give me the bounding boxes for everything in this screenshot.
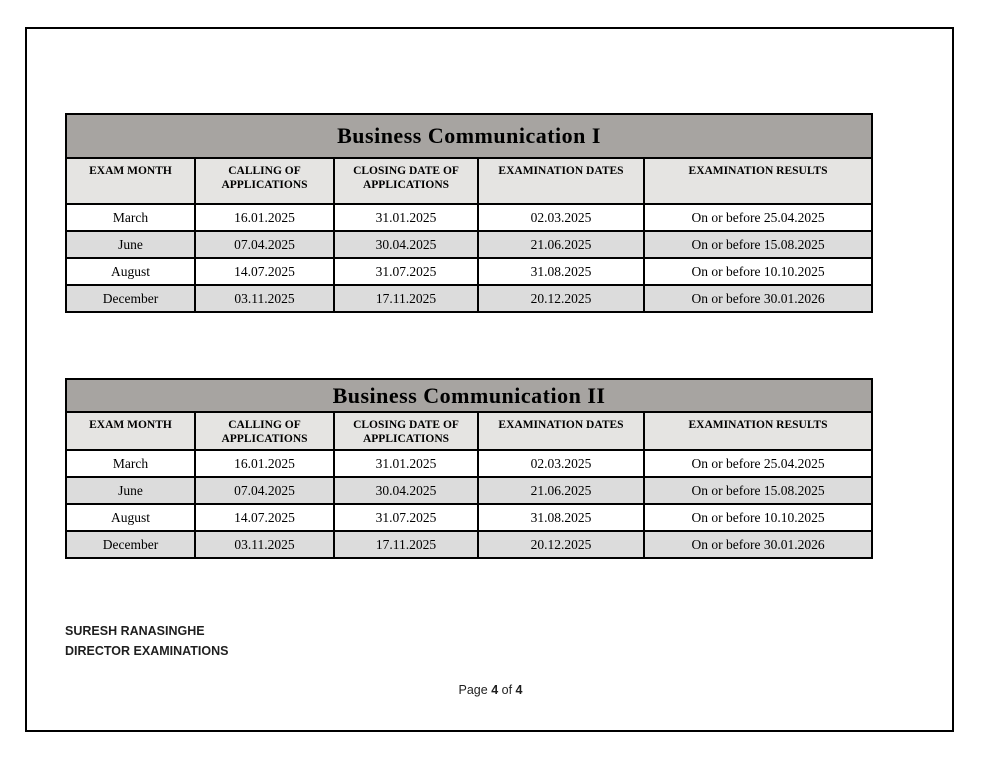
table-title-row: Business Communication I xyxy=(64,113,874,159)
cell-exam-date: 21.06.2025 xyxy=(477,230,645,259)
table-row: December 03.11.2025 17.11.2025 20.12.202… xyxy=(65,284,874,313)
signatory-name: SURESH RANASINGHE xyxy=(65,624,205,638)
column-header-examination-dates: EXAMINATION DATES xyxy=(477,157,645,205)
cell-closing-date: 31.07.2025 xyxy=(333,503,479,532)
table-row: March 16.01.2025 31.01.2025 02.03.2025 O… xyxy=(65,449,874,478)
cell-exam-month: December xyxy=(65,284,196,313)
cell-results-date: On or before 15.08.2025 xyxy=(642,476,874,505)
cell-calling-date: 03.11.2025 xyxy=(194,530,335,559)
cell-exam-date: 21.06.2025 xyxy=(477,476,645,505)
cell-calling-date: 07.04.2025 xyxy=(194,230,335,259)
cell-calling-date: 14.07.2025 xyxy=(194,503,335,532)
cell-exam-date: 02.03.2025 xyxy=(477,203,645,232)
cell-exam-month: December xyxy=(65,530,196,559)
column-header-closing-date-of-applications: CLOSING DATE OF APPLICATIONS xyxy=(333,411,479,451)
cell-results-date: On or before 30.01.2026 xyxy=(642,530,874,559)
column-header-examination-results: EXAMINATION RESULTS xyxy=(642,157,874,205)
cell-exam-month: August xyxy=(65,257,196,286)
cell-closing-date: 31.01.2025 xyxy=(333,203,479,232)
cell-exam-month: March xyxy=(65,203,196,232)
table-title-row: Business Communication II xyxy=(64,378,874,413)
cell-calling-date: 07.04.2025 xyxy=(194,476,335,505)
cell-calling-date: 16.01.2025 xyxy=(194,203,335,232)
cell-calling-date: 14.07.2025 xyxy=(194,257,335,286)
page-number-footer: Page 4 of 4 xyxy=(0,683,981,697)
cell-results-date: On or before 25.04.2025 xyxy=(642,203,874,232)
column-header-calling-of-applications: CALLING OF APPLICATIONS xyxy=(194,157,335,205)
cell-closing-date: 30.04.2025 xyxy=(333,476,479,505)
table-title: Business Communication I xyxy=(64,113,874,159)
cell-closing-date: 31.07.2025 xyxy=(333,257,479,286)
table-header-row: EXAM MONTH CALLING OF APPLICATIONS CLOSI… xyxy=(65,411,874,451)
column-header-examination-dates: EXAMINATION DATES xyxy=(477,411,645,451)
signature-block: SURESH RANASINGHE DIRECTOR EXAMINATIONS xyxy=(65,621,228,661)
cell-results-date: On or before 25.04.2025 xyxy=(642,449,874,478)
table-row: August 14.07.2025 31.07.2025 31.08.2025 … xyxy=(65,503,874,532)
table-row: June 07.04.2025 30.04.2025 21.06.2025 On… xyxy=(65,476,874,505)
cell-closing-date: 30.04.2025 xyxy=(333,230,479,259)
column-header-examination-results: EXAMINATION RESULTS xyxy=(642,411,874,451)
exam-schedule-table-business-communication-1: Business Communication I EXAM MONTH CALL… xyxy=(64,113,874,313)
cell-closing-date: 17.11.2025 xyxy=(333,284,479,313)
cell-exam-date: 20.12.2025 xyxy=(477,284,645,313)
column-header-exam-month: EXAM MONTH xyxy=(65,411,196,451)
table-row: March 16.01.2025 31.01.2025 02.03.2025 O… xyxy=(65,203,874,232)
signatory-title: DIRECTOR EXAMINATIONS xyxy=(65,644,229,658)
cell-closing-date: 17.11.2025 xyxy=(333,530,479,559)
cell-exam-month: March xyxy=(65,449,196,478)
column-header-calling-of-applications: CALLING OF APPLICATIONS xyxy=(194,411,335,451)
cell-exam-date: 20.12.2025 xyxy=(477,530,645,559)
column-header-exam-month: EXAM MONTH xyxy=(65,157,196,205)
cell-results-date: On or before 30.01.2026 xyxy=(642,284,874,313)
cell-exam-date: 31.08.2025 xyxy=(477,257,645,286)
cell-results-date: On or before 15.08.2025 xyxy=(642,230,874,259)
total-page-number: 4 xyxy=(515,683,523,697)
cell-exam-month: June xyxy=(65,476,196,505)
cell-exam-date: 31.08.2025 xyxy=(477,503,645,532)
table-row: August 14.07.2025 31.07.2025 31.08.2025 … xyxy=(65,257,874,286)
column-header-closing-date-of-applications: CLOSING DATE OF APPLICATIONS xyxy=(333,157,479,205)
cell-exam-date: 02.03.2025 xyxy=(477,449,645,478)
of-word: of xyxy=(501,683,513,697)
current-page-number: 4 xyxy=(491,683,499,697)
cell-calling-date: 16.01.2025 xyxy=(194,449,335,478)
cell-exam-month: August xyxy=(65,503,196,532)
table-row: June 07.04.2025 30.04.2025 21.06.2025 On… xyxy=(65,230,874,259)
table-header-row: EXAM MONTH CALLING OF APPLICATIONS CLOSI… xyxy=(65,157,874,205)
cell-results-date: On or before 10.10.2025 xyxy=(642,503,874,532)
table-title: Business Communication II xyxy=(64,378,874,413)
cell-closing-date: 31.01.2025 xyxy=(333,449,479,478)
cell-results-date: On or before 10.10.2025 xyxy=(642,257,874,286)
cell-calling-date: 03.11.2025 xyxy=(194,284,335,313)
cell-exam-month: June xyxy=(65,230,196,259)
exam-schedule-table-business-communication-2: Business Communication II EXAM MONTH CAL… xyxy=(64,378,874,559)
page-word: Page xyxy=(458,683,488,697)
table-row: December 03.11.2025 17.11.2025 20.12.202… xyxy=(65,530,874,559)
